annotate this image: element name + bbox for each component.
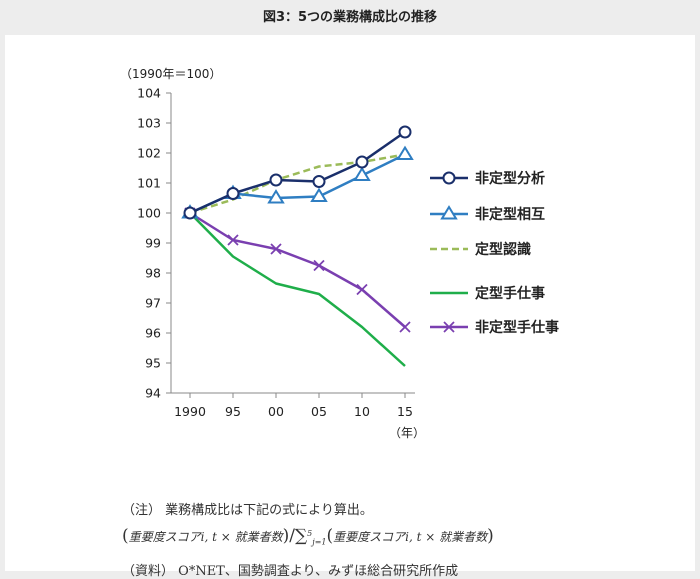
- y-tick-label: 100: [137, 206, 161, 221]
- legend-marker: [440, 205, 458, 220]
- formula-term-j: 重要度スコアi, t × 就業者数: [333, 530, 488, 544]
- y-tick-label: 94: [145, 386, 161, 401]
- series-1: [183, 125, 412, 220]
- legend-label: 定型認識: [475, 241, 531, 258]
- data-point: [356, 283, 368, 296]
- data-point: [267, 189, 285, 204]
- x-marker-stroke: [270, 243, 282, 255]
- series-line: [189, 153, 406, 215]
- data-point: [310, 187, 328, 203]
- data-point: [270, 243, 282, 255]
- axes: 94 95 96 97 98 99 100 101 102 103 104 1990 95 00 05 10 1…: [137, 86, 415, 419]
- series-line: [189, 130, 406, 215]
- formula: (重要度スコアi, t × 就業者数)/∑5j=1(重要度スコアi, t × 就…: [122, 526, 494, 547]
- line-chart: （1990年＝100） （年） 94 95 96 97 98 99 100 101 102 103…: [120, 67, 559, 440]
- series-4: [189, 212, 406, 367]
- legend-label: 非定型手仕事: [475, 319, 559, 336]
- series-3: [189, 153, 406, 215]
- y-tick-label: 104: [137, 86, 161, 101]
- data-point: [269, 173, 283, 187]
- x-tick-label: 1990: [174, 404, 206, 419]
- x-tick-label: 10: [354, 404, 370, 419]
- legend-marker: [443, 321, 455, 333]
- y-axis-label: （1990年＝100）: [120, 67, 221, 81]
- series-line: [189, 153, 406, 215]
- data-point: [312, 175, 326, 188]
- legend-item-4: 定型手仕事: [430, 285, 545, 302]
- x-marker-stroke: [313, 259, 325, 272]
- x-tick-label: 00: [268, 404, 284, 419]
- series-layer: [181, 125, 414, 367]
- formula-sum-upper: 5: [307, 529, 313, 538]
- legend-marker: [442, 171, 456, 185]
- legend-label: 非定型相互: [475, 206, 545, 223]
- data-point: [398, 125, 412, 139]
- series-5: [184, 207, 411, 333]
- data-point: [353, 166, 371, 182]
- note-text: 業務構成比は下記の式により算出。: [165, 503, 373, 518]
- legend-label: 定型手仕事: [475, 285, 545, 302]
- source-line: （資料） O*NET、国勢調査より、みずほ総合研究所作成: [122, 560, 458, 579]
- legend-item-2: 非定型相互: [430, 205, 545, 223]
- y-tick-label: 103: [137, 116, 161, 131]
- y-tick-label: 96: [145, 326, 161, 341]
- series-line: [189, 211, 406, 328]
- series-line: [189, 212, 406, 367]
- legend-item-3: 定型認識: [430, 241, 531, 258]
- note-label: （注）: [122, 503, 162, 518]
- y-tick-label: 99: [145, 236, 161, 251]
- data-point: [396, 145, 414, 161]
- x-tick-label: 05: [311, 404, 327, 419]
- x-tick-label: 95: [225, 404, 241, 419]
- chart-card: （1990年＝100） （年） 94 95 96 97 98 99 100 101 102 103…: [5, 35, 695, 579]
- data-point: [355, 155, 369, 169]
- x-marker-stroke: [443, 321, 455, 333]
- y-tick-label: 97: [145, 296, 161, 311]
- x-axis-unit-label: （年）: [389, 426, 425, 440]
- series-2: [181, 145, 414, 219]
- data-point: [399, 321, 411, 333]
- x-tick-label: 15: [397, 404, 413, 419]
- formula-slash: /: [289, 526, 295, 546]
- y-tick-label: 95: [145, 356, 161, 371]
- data-point: [313, 259, 325, 272]
- x-marker-stroke: [399, 321, 411, 333]
- y-tick-label: 102: [137, 146, 161, 161]
- data-point: [183, 206, 197, 220]
- x-marker-stroke: [227, 234, 239, 246]
- legend-item-1: 非定型分析: [430, 170, 545, 187]
- formula-term: 重要度スコアi, t × 就業者数: [128, 530, 283, 544]
- y-tick-label: 101: [137, 176, 161, 191]
- data-point: [227, 234, 239, 246]
- formula-sum-lower: j=1: [312, 537, 327, 547]
- y-tick-label: 98: [145, 266, 161, 281]
- legend-item-5: 非定型手仕事: [430, 319, 559, 336]
- source-label: （資料）: [122, 564, 175, 579]
- source-text: O*NET、国勢調査より、みずほ総合研究所作成: [178, 564, 459, 579]
- figure-title: 図3：5つの業務構成比の推移: [262, 10, 438, 25]
- legend-label: 非定型分析: [475, 170, 545, 187]
- data-point: [226, 187, 240, 200]
- x-marker-stroke: [356, 283, 368, 296]
- note-line: （注） 業務構成比は下記の式により算出。: [122, 499, 373, 518]
- formula-sum: ∑: [295, 526, 308, 546]
